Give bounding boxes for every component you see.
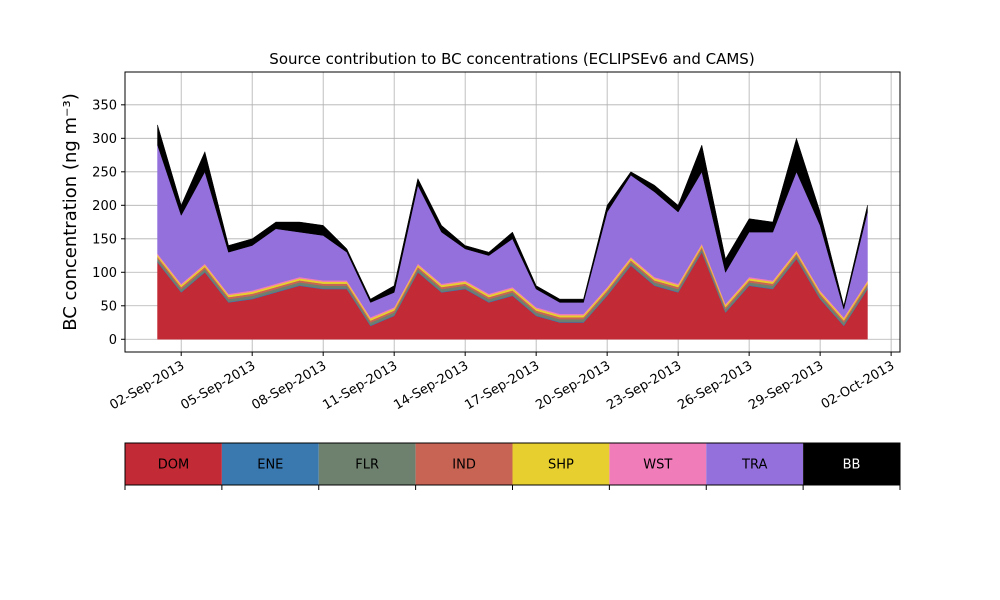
legend-label: TRA: [741, 458, 767, 473]
legend-swatch: [125, 443, 222, 485]
legend-swatch: [609, 443, 707, 485]
y-tick-label: 250: [92, 165, 117, 180]
legend-label: FLR: [355, 458, 379, 473]
legend-label: BB: [843, 458, 861, 473]
y-tick-label: 50: [100, 299, 117, 314]
y-tick-label: 200: [92, 199, 117, 214]
legend-label: IND: [452, 458, 476, 473]
y-tick-label: 0: [109, 333, 117, 348]
y-axis-label: BC concentration (ng m⁻³): [60, 93, 81, 331]
legend-frame: [124, 442, 901, 486]
axes-frame: [124, 71, 901, 353]
legend-swatch: [318, 443, 416, 485]
legend-label: SHP: [548, 458, 574, 473]
legend-swatch: [221, 443, 319, 485]
legend-swatch: [706, 443, 804, 485]
legend-label: DOM: [158, 458, 189, 473]
legend-swatch: [415, 443, 513, 485]
y-tick-label: 300: [92, 132, 117, 147]
legend-swatch: [803, 443, 900, 485]
legend-label: ENE: [257, 458, 283, 473]
area-bb: [157, 124, 868, 311]
y-tick-label: 350: [92, 98, 117, 113]
legend-label: WST: [643, 458, 672, 473]
y-tick-label: 150: [92, 232, 117, 247]
y-tick-label: 100: [92, 266, 117, 281]
chart-title: Source contribution to BC concentrations…: [269, 50, 754, 68]
legend-swatch: [512, 443, 610, 485]
